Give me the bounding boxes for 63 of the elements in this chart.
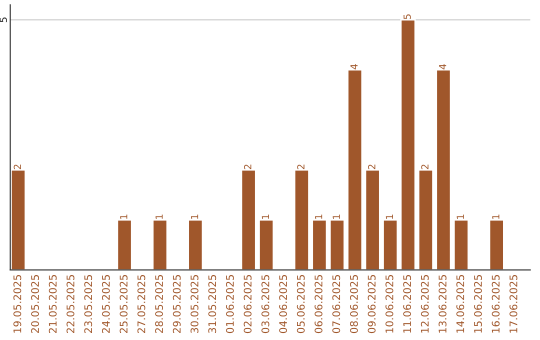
x-tick-label: 13.06.2025 — [438, 275, 446, 333]
x-tick-label: 17.06.2025 — [509, 275, 518, 333]
data-label: 1 — [492, 214, 500, 219]
data-label: 1 — [456, 214, 464, 219]
x-tick-label: 21.05.2025 — [48, 275, 57, 334]
data-label: 1 — [262, 214, 269, 219]
x-tick-label: 23.05.2025 — [84, 275, 92, 334]
x-tick-label: 15.06.2025 — [474, 275, 482, 333]
x-tick-label: 03.06.2025 — [261, 275, 270, 334]
bar — [400, 19, 416, 270]
bar — [258, 219, 274, 270]
x-tick-label: 30.05.2025 — [190, 275, 198, 333]
x-tick-label: 14.06.2025 — [456, 275, 464, 333]
bar — [10, 169, 26, 270]
data-label: 1 — [156, 214, 163, 219]
x-tick-label: 28.05.2025 — [155, 275, 163, 334]
data-label: 2 — [297, 164, 304, 170]
data-label: 2 — [244, 164, 252, 170]
x-tick-label: 31.05.2025 — [208, 275, 216, 333]
x-tick-label: 16.06.2025 — [492, 275, 500, 333]
x-tick-label: 02.06.2025 — [244, 275, 252, 334]
bar — [453, 219, 469, 270]
x-tick-label: 25.05.2025 — [120, 275, 128, 334]
bar — [294, 169, 310, 270]
x-tick-label: 06.06.2025 — [314, 275, 322, 334]
x-tick-label: 01.06.2025 — [226, 275, 234, 334]
x-tick-label: 29.05.2025 — [172, 275, 181, 334]
bar — [152, 219, 168, 270]
x-tick-label: 11.06.2025 — [403, 275, 412, 333]
bar — [418, 169, 434, 270]
x-tick-label: 04.06.2025 — [279, 275, 288, 334]
bar — [488, 219, 504, 270]
x-tick-label: 12.06.2025 — [420, 275, 429, 333]
bar — [382, 219, 398, 270]
data-label: 2 — [14, 164, 21, 170]
x-tick-label: 19.05.2025 — [13, 275, 22, 333]
x-tick-label: 07.06.2025 — [332, 275, 340, 334]
x-tick-label: 27.05.2025 — [137, 275, 146, 334]
data-label: 2 — [368, 164, 376, 170]
bar — [240, 169, 256, 270]
data-label: 1 — [191, 214, 198, 219]
x-tick-label: 09.06.2025 — [368, 275, 376, 334]
x-tick-label: 20.05.2025 — [31, 275, 39, 334]
bar — [347, 69, 363, 270]
data-label: 5 — [404, 14, 411, 20]
bar — [188, 219, 204, 270]
data-label: 2 — [421, 164, 428, 170]
data-label: 1 — [386, 214, 393, 219]
data-label: 1 — [332, 214, 340, 219]
bar — [364, 169, 380, 270]
x-tick-label: 24.05.2025 — [102, 275, 110, 334]
bar — [312, 219, 328, 270]
bar — [329, 219, 345, 270]
data-label: 1 — [120, 214, 128, 219]
x-tick-label: 22.05.2025 — [66, 275, 74, 334]
data-label: 4 — [350, 64, 358, 70]
x-tick-label: 05.06.2025 — [296, 275, 305, 334]
data-label: 4 — [439, 64, 446, 70]
x-tick-label: 08.06.2025 — [350, 275, 358, 334]
x-tick-label: 10.06.2025 — [385, 275, 394, 333]
data-label: 1 — [315, 214, 322, 219]
bar — [116, 219, 132, 270]
bar — [436, 69, 452, 270]
